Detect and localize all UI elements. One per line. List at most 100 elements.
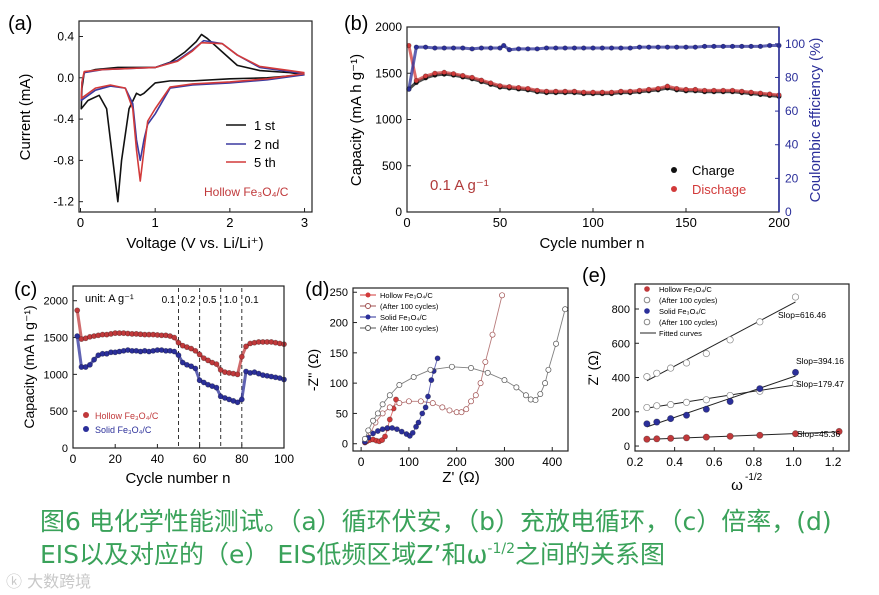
b-xtick-label: 0: [403, 215, 410, 230]
e-xtick-label: 1.0: [785, 455, 802, 469]
a-ytick-label: -0.4: [53, 112, 74, 126]
b-series-1-point: [525, 85, 531, 92]
e-series-0-point: [726, 432, 734, 440]
e-series-1-point: [653, 402, 661, 410]
d-xtick-label: 300: [494, 455, 514, 469]
e-slope-hollow: Slop=45.36: [797, 429, 841, 439]
e-series-3-point: [682, 359, 691, 367]
d-series-1-point: [468, 398, 474, 405]
e-ytick-label: 800: [612, 304, 630, 316]
a-ylabel: Current (mA): [17, 74, 34, 161]
d-series-3-point: [370, 417, 377, 424]
d-series-2-point: [384, 425, 391, 431]
c-series-0-point: [188, 345, 195, 352]
b-ylabel: Capacity (mA h g⁻¹): [348, 54, 365, 186]
d-legend: Hollow Fe₃O₄/C (After 100 cycles) Solid …: [360, 291, 439, 333]
b-legend-swatch-discharge: [671, 186, 677, 192]
a-legend-1st: 1 st: [254, 118, 275, 133]
e-series-2-point: [653, 418, 661, 426]
c-series-0-point: [238, 353, 245, 360]
d-series-1-point: [386, 404, 393, 411]
c-series-1-point: [74, 333, 81, 340]
b-series-1-point: [674, 85, 680, 92]
b-series-1-point: [506, 84, 512, 90]
b-series-2-point: [674, 44, 680, 50]
d-series-1-point: [482, 358, 489, 365]
d-series-2-point: [389, 425, 396, 431]
b-series-1-point: [590, 89, 596, 95]
b-current-density-label: 0.1 A g⁻¹: [430, 177, 489, 194]
b-series-1-point: [571, 88, 578, 94]
c-series-0-point: [200, 355, 207, 362]
b-xlabel: Cycle number n: [539, 235, 644, 252]
b-series-2-line: [407, 44, 779, 90]
b-y2tick-label: 60: [785, 104, 799, 118]
b-series-2-point: [636, 44, 643, 50]
c-xtick-label: 60: [193, 452, 207, 466]
a-series-0-line: [80, 33, 305, 203]
e-ylabel: Z' (Ω): [585, 351, 601, 386]
e-slope-hollow-after: Slop=179.47: [796, 379, 844, 389]
d-series-3-point: [532, 397, 539, 404]
b-series-1-point: [553, 88, 559, 94]
d-series-1-point: [396, 400, 403, 407]
b-series-1-point: [608, 89, 615, 95]
rate-label: 0.2: [182, 295, 196, 306]
c-ytick-label: 1000: [44, 369, 68, 381]
d-series-3-point: [379, 401, 386, 408]
panel-label-b: (b): [344, 13, 368, 35]
b-series-1-point: [599, 89, 605, 95]
c-series-1-point: [238, 396, 245, 403]
b-xtick-label: 50: [493, 215, 507, 230]
d-series-3-line: [364, 309, 566, 440]
c-series-1-point: [234, 399, 241, 406]
c-series-1-point: [188, 363, 195, 370]
figure-caption-line-1: 图6 电化学性能测试。（a）循环伏安，（b）充放电循环，（c）倍率，(d): [40, 507, 832, 536]
b-ytick-label: 0: [395, 205, 402, 219]
b-ytick-label: 1500: [375, 66, 402, 80]
b-ytick-label: 500: [382, 159, 402, 173]
b-series-1-point: [441, 69, 447, 75]
caption-line-2-end: 之间的关系图: [515, 540, 666, 569]
b-series-1-point: [413, 77, 419, 84]
caption-superscript: -1/2: [487, 541, 516, 557]
b-y2label: Coulombic efficiency (%): [807, 38, 824, 203]
e-series-0-point: [835, 427, 843, 436]
d-ytick-label: 50: [336, 408, 348, 420]
e-legend-3: Solid Fe₃O₄/C: [659, 307, 707, 316]
e-xtick-label: 0.6: [706, 455, 723, 469]
b-series-1-point: [683, 86, 689, 93]
rate-label: 0.1: [245, 295, 259, 306]
e-legend-marker-4: [643, 318, 651, 326]
d-series-0-point: [393, 396, 399, 403]
b-series-1-point: [692, 86, 698, 93]
d-series-1-point: [499, 292, 506, 299]
d-series-2-point: [425, 393, 431, 400]
d-ytick-label: 200: [330, 318, 348, 330]
c-series-0-point: [175, 339, 182, 346]
b-series-1-point: [534, 87, 540, 94]
b-series-2-point: [506, 47, 512, 53]
b-xtick-label: 200: [768, 215, 790, 230]
e-series-3-point: [791, 293, 800, 301]
d-series-3-point: [562, 306, 569, 313]
b-xtick-label: 100: [582, 215, 604, 230]
c-series-1-point: [196, 377, 203, 384]
b-ytick-label: 1000: [375, 113, 402, 127]
c-xtick-label: 100: [274, 452, 294, 466]
d-series-3-point: [545, 366, 552, 373]
e-series-2-point: [756, 385, 764, 393]
a-xtick-label: 2: [226, 215, 233, 230]
d-series-1-point: [472, 392, 479, 399]
e-series-0-point: [791, 430, 800, 438]
c-legend-swatch-solid: [83, 426, 89, 432]
d-series-3-point: [527, 396, 534, 403]
c-ytick-label: 500: [50, 406, 68, 418]
b-series-2-point: [627, 45, 633, 51]
b-series-2-point: [646, 44, 652, 50]
b-series-1-point: [562, 88, 568, 94]
d-series-0-point: [379, 437, 386, 444]
panel-d-nyquist-chart: 0 100 200 300 400 0 50 100 150 200 250: [330, 287, 569, 469]
d-series-1-point: [417, 398, 424, 405]
